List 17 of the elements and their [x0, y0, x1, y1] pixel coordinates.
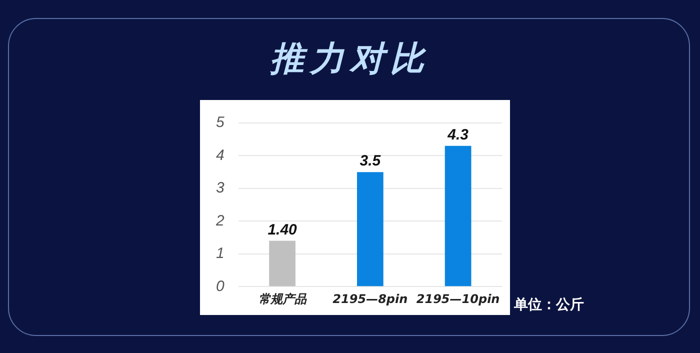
chart-title: 推力对比	[269, 38, 431, 81]
bar	[269, 240, 296, 286]
y-tick-label: 3	[216, 180, 225, 197]
y-tick-label: 0	[216, 278, 225, 295]
x-tick-label: 2195—8pin	[332, 292, 408, 306]
y-tick-label: 4	[216, 146, 224, 164]
data-label: 3.5	[360, 152, 382, 170]
x-tick-label: 2195—10pin	[416, 292, 500, 306]
x-tick-label: 常规产品	[258, 292, 308, 306]
y-tick-label: 5	[216, 114, 225, 132]
y-tick-label: 2	[215, 212, 225, 230]
bar	[444, 146, 472, 286]
y-tick-label: 1	[216, 245, 224, 262]
bar	[356, 172, 384, 286]
data-label: 4.3	[446, 126, 470, 144]
text: 单位：公斤	[514, 296, 584, 314]
data-label: 1.40	[268, 221, 298, 238]
